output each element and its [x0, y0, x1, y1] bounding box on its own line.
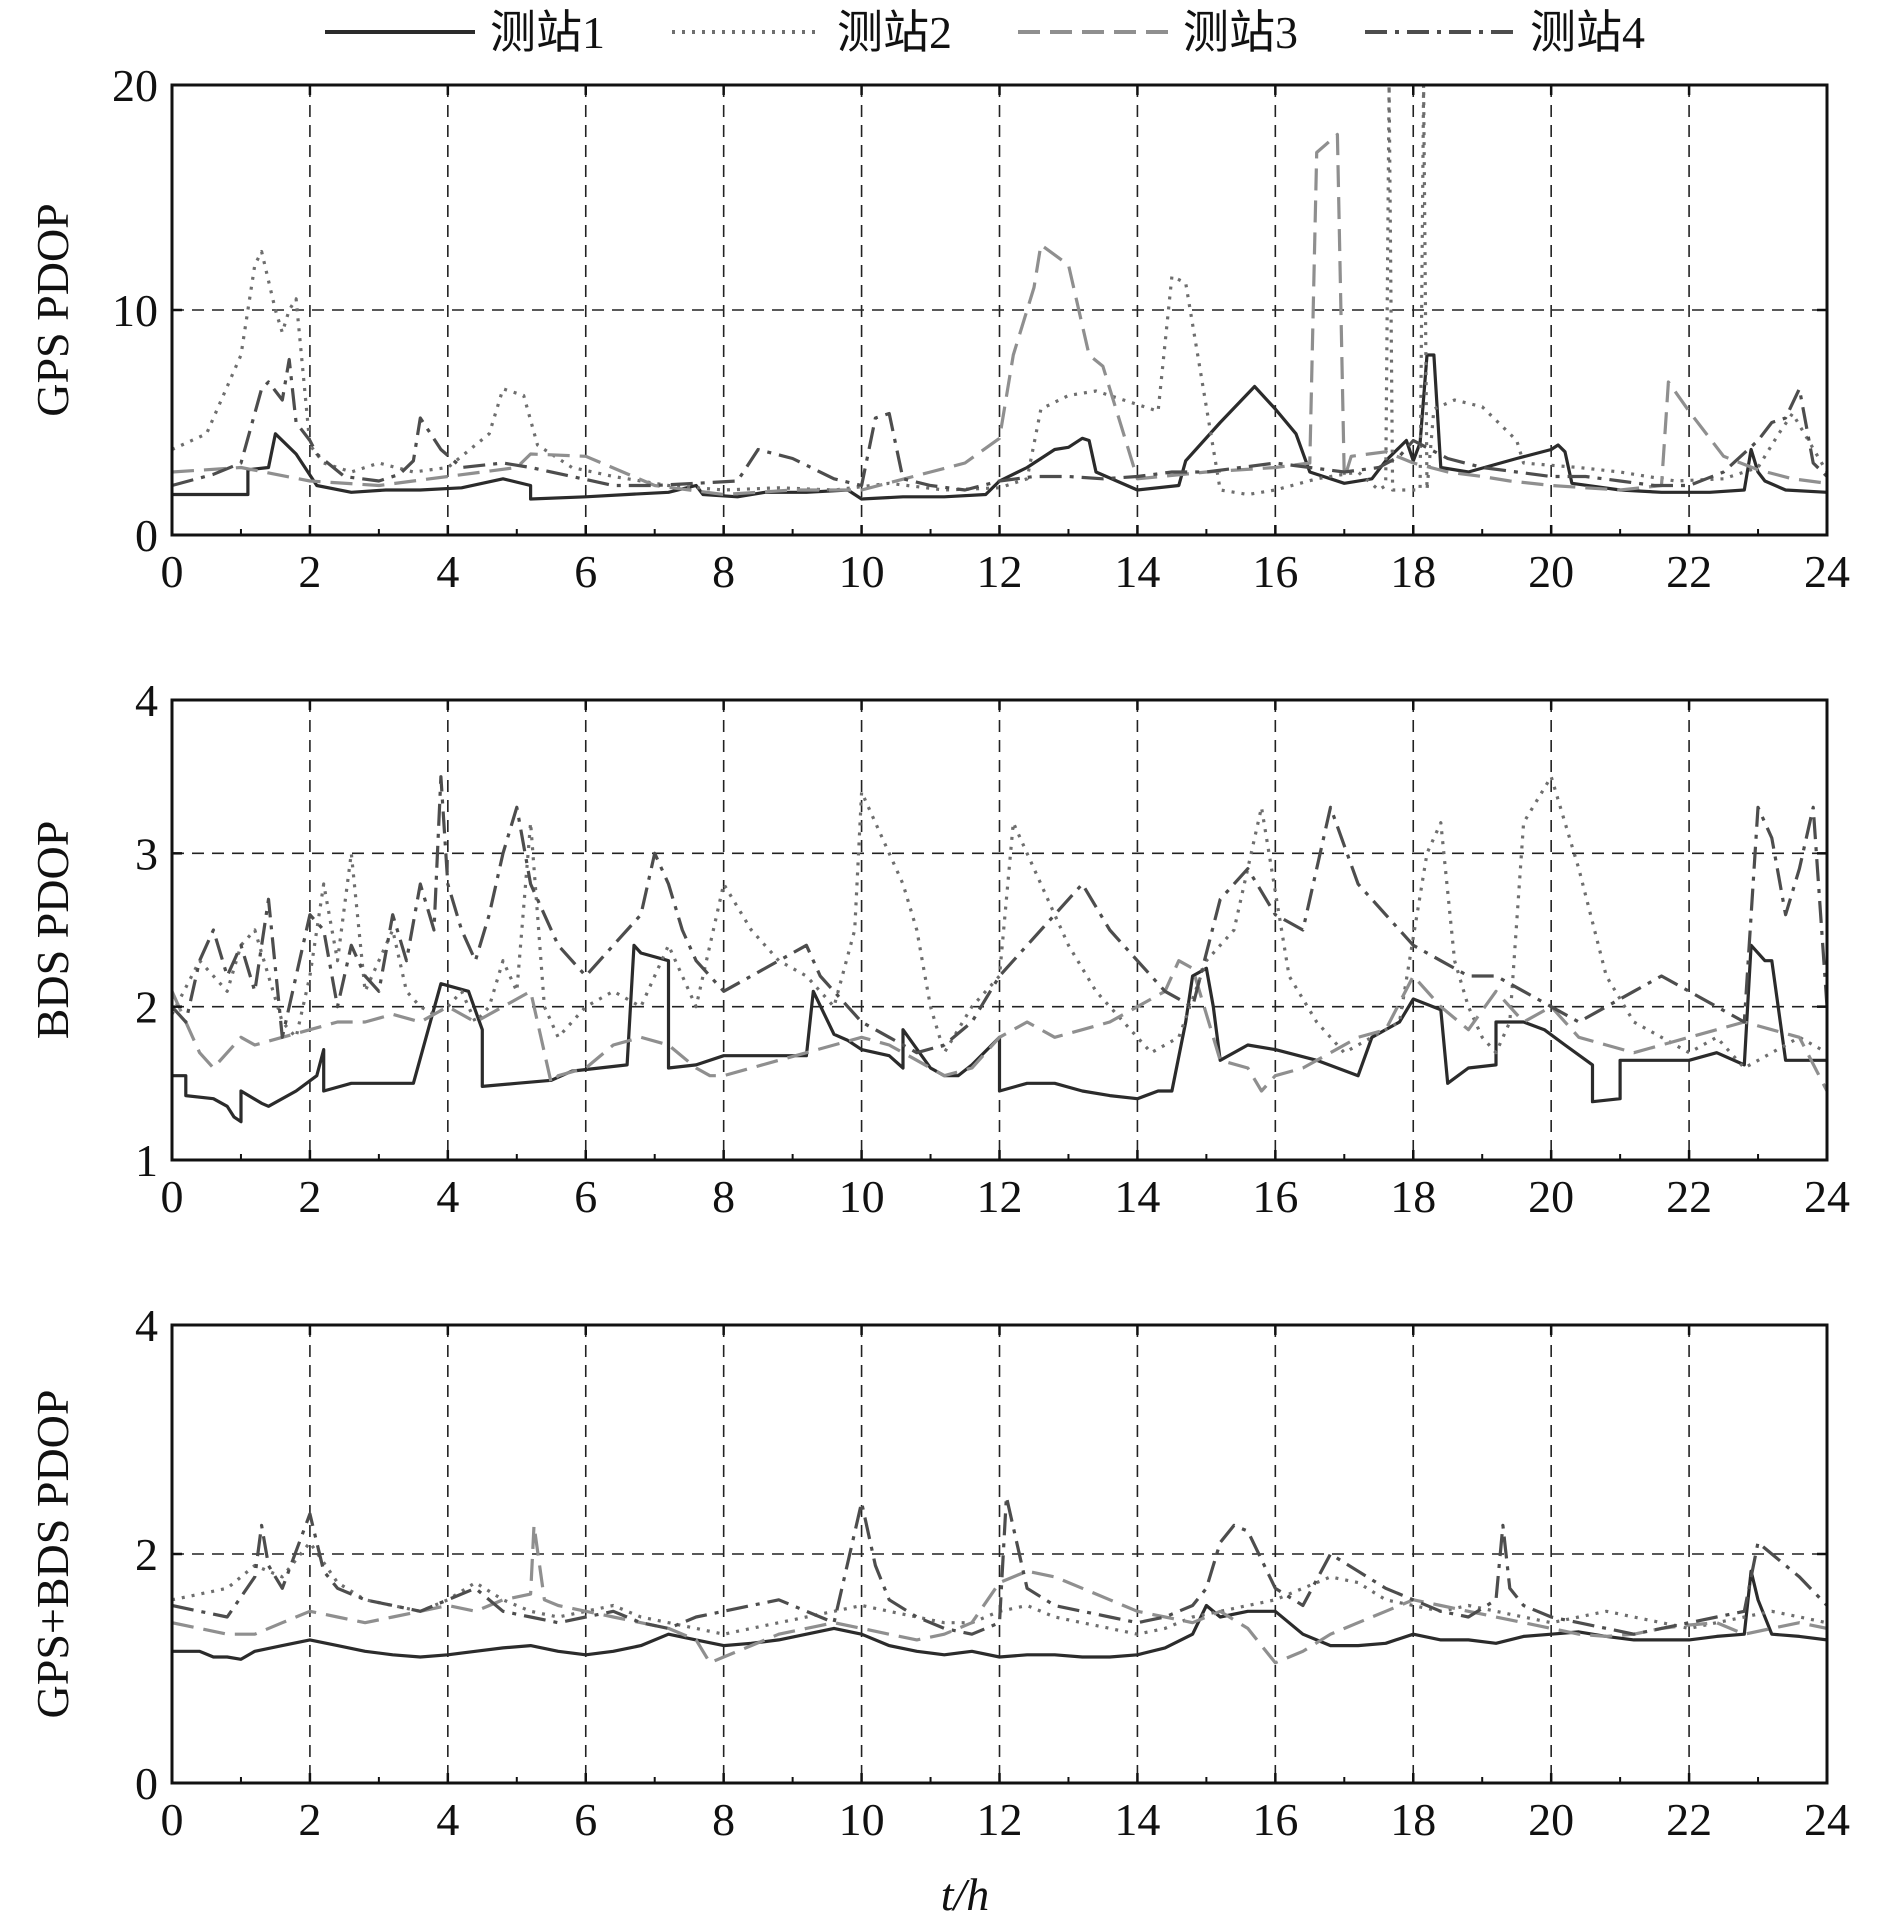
y-tick-label: 0 — [135, 510, 158, 561]
x-tick-label: 12 — [977, 1171, 1023, 1222]
legend-label-1: 测站1 — [490, 7, 605, 58]
series-line-station-3 — [172, 1523, 1827, 1665]
x-tick-label: 4 — [436, 546, 459, 597]
y-tick-label: 2 — [135, 1529, 158, 1580]
series-line-station-4 — [172, 1495, 1827, 1636]
x-tick-label: 22 — [1666, 546, 1712, 597]
x-tick-label: 10 — [839, 1794, 885, 1845]
series-group — [172, 85, 1827, 501]
x-tick-label: 12 — [977, 546, 1023, 597]
x-tick-label: 16 — [1252, 1794, 1298, 1845]
x-tick-label: 18 — [1390, 546, 1436, 597]
series-line-station-1 — [172, 353, 1827, 501]
x-tick-label: 18 — [1390, 1171, 1436, 1222]
x-tick-label: 6 — [574, 1794, 597, 1845]
x-tick-label: 8 — [712, 1794, 735, 1845]
x-tick-label: 10 — [839, 546, 885, 597]
x-axis-label: t/h — [941, 1869, 990, 1920]
y-axis-label: GPS PDOP — [27, 203, 78, 417]
x-tick-label: 8 — [712, 1171, 735, 1222]
x-tick-label: 20 — [1528, 1171, 1574, 1222]
series-line-station-1 — [172, 1569, 1827, 1661]
y-tick-label: 4 — [135, 675, 158, 726]
series-line-station-2 — [172, 775, 1827, 1070]
x-tick-label: 8 — [712, 546, 735, 597]
y-axis-label: BDS PDOP — [27, 821, 78, 1040]
y-axis-label: GPS+BDS PDOP — [27, 1390, 78, 1719]
x-tick-label: 14 — [1114, 1794, 1160, 1845]
legend-label-3: 测站3 — [1183, 7, 1298, 58]
x-tick-label: 4 — [436, 1171, 459, 1222]
y-tick-label: 20 — [112, 60, 158, 111]
series-group — [172, 1495, 1827, 1665]
series-line-station-3 — [172, 132, 1827, 497]
y-tick-label: 2 — [135, 982, 158, 1033]
x-tick-label: 14 — [1114, 546, 1160, 597]
x-tick-label: 12 — [977, 1794, 1023, 1845]
x-tick-label: 24 — [1804, 546, 1850, 597]
y-tick-label: 3 — [135, 828, 158, 879]
x-tick-label: 18 — [1390, 1794, 1436, 1845]
x-tick-label: 14 — [1114, 1171, 1160, 1222]
series-line-station-4 — [172, 357, 1827, 492]
x-tick-label: 20 — [1528, 546, 1574, 597]
y-tick-label: 10 — [112, 285, 158, 336]
series-group — [172, 775, 1827, 1124]
x-tick-label: 16 — [1252, 1171, 1298, 1222]
x-tick-label: 22 — [1666, 1171, 1712, 1222]
series-line-station-4 — [172, 775, 1827, 1055]
x-tick-label: 0 — [161, 1171, 184, 1222]
y-tick-label: 4 — [135, 1300, 158, 1351]
x-tick-label: 22 — [1666, 1794, 1712, 1845]
x-tick-label: 20 — [1528, 1794, 1574, 1845]
x-tick-label: 2 — [298, 1794, 321, 1845]
x-tick-label: 2 — [298, 546, 321, 597]
x-tick-label: 6 — [574, 546, 597, 597]
x-tick-label: 24 — [1804, 1171, 1850, 1222]
legend-label-2: 测站2 — [837, 7, 952, 58]
x-tick-label: 6 — [574, 1171, 597, 1222]
x-tick-label: 0 — [161, 546, 184, 597]
x-tick-label: 0 — [161, 1794, 184, 1845]
legend-label-4: 测站4 — [1530, 7, 1645, 58]
x-tick-label: 16 — [1252, 546, 1298, 597]
x-tick-label: 10 — [839, 1171, 885, 1222]
x-tick-label: 24 — [1804, 1794, 1850, 1845]
x-tick-label: 2 — [298, 1171, 321, 1222]
legend: 测站1 测站2 测站3 测站4 — [325, 7, 1645, 58]
y-tick-label: 1 — [135, 1135, 158, 1186]
y-tick-label: 0 — [135, 1758, 158, 1809]
x-tick-label: 4 — [436, 1794, 459, 1845]
